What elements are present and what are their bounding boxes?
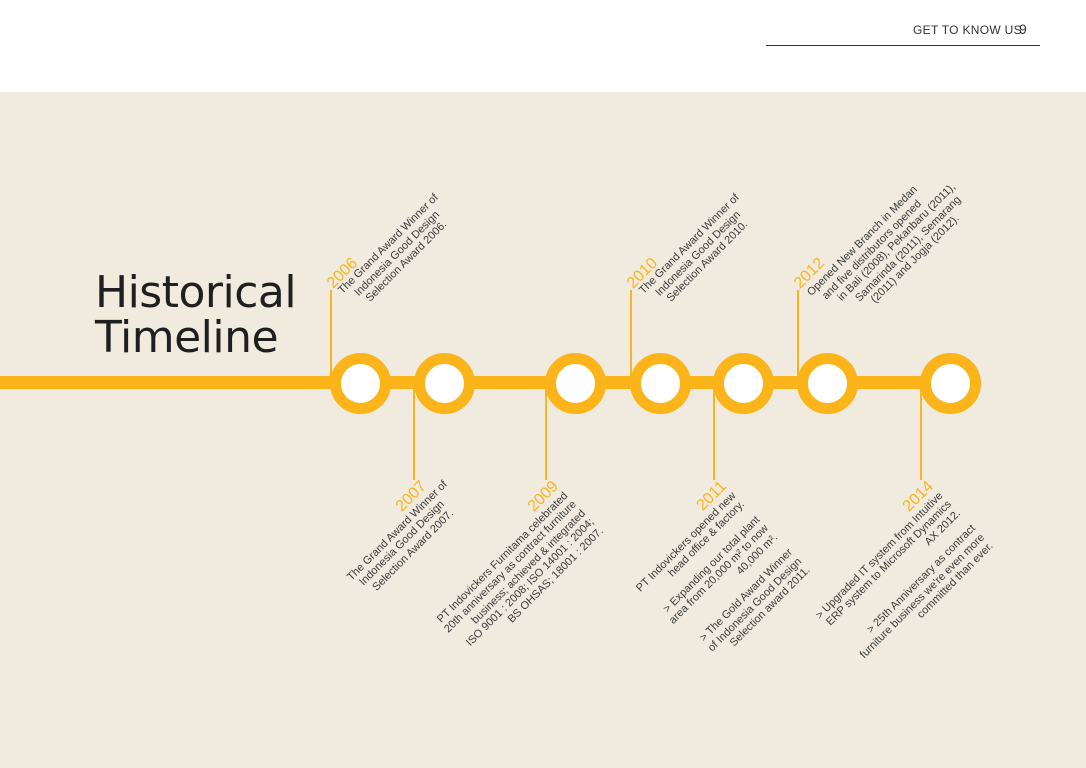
connector-2011 [713, 385, 715, 480]
connector-2007 [413, 385, 415, 480]
timeline-track [0, 376, 950, 389]
header-rule [766, 45, 1040, 46]
title-line-2: Timeline [95, 312, 279, 363]
timeline-node [630, 353, 691, 414]
page-header: GET TO KNOW US 9 [0, 0, 1086, 92]
section-title: GET TO KNOW US [913, 23, 1022, 37]
title-line-1: Historical [95, 267, 297, 318]
connector-2006 [330, 290, 332, 380]
connector-2014 [920, 385, 922, 480]
timeline-node [797, 353, 858, 414]
timeline-panel [0, 92, 1086, 768]
connector-2010 [630, 290, 632, 380]
timeline-node [545, 353, 606, 414]
timeline-node [330, 353, 391, 414]
connector-2012 [797, 290, 799, 380]
timeline-node [713, 353, 774, 414]
page-number: 9 [1019, 21, 1027, 37]
page-title: Historical Timeline [95, 267, 297, 363]
timeline-node [920, 353, 981, 414]
connector-2009 [545, 385, 547, 480]
timeline-node [414, 353, 475, 414]
